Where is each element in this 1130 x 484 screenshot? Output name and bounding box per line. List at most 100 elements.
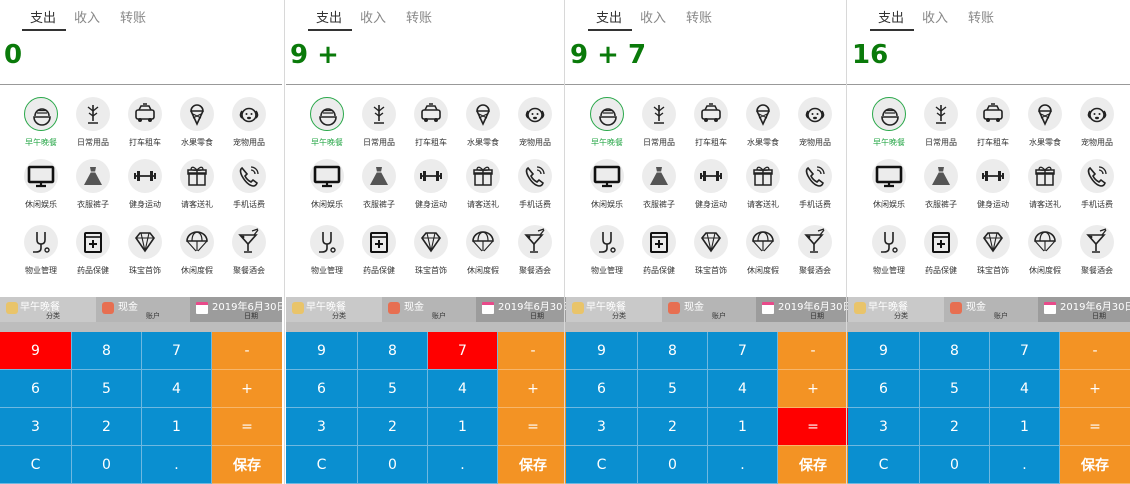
plus-key[interactable]: + xyxy=(498,370,568,408)
tab-expense[interactable]: 支出 xyxy=(30,11,57,26)
digit-1-key[interactable]: 1 xyxy=(428,408,498,446)
digit-1-key[interactable]: 1 xyxy=(708,408,778,446)
category-plant[interactable]: 日常用品 xyxy=(634,97,684,157)
category-plug[interactable]: 物业管理 xyxy=(582,225,632,285)
category-parachute[interactable]: 休闲度假 xyxy=(458,225,508,285)
digit-6-key[interactable]: 6 xyxy=(848,370,920,408)
category-monitor[interactable]: 休闲娱乐 xyxy=(302,159,352,219)
digit-6-key[interactable]: 6 xyxy=(0,370,72,408)
category-rice-bowl[interactable]: 早午晚餐 xyxy=(16,97,66,157)
save-key[interactable]: 保存 xyxy=(212,446,282,484)
category-rice-bowl[interactable]: 早午晚餐 xyxy=(302,97,352,157)
category-gift[interactable]: 请客送礼 xyxy=(1020,159,1070,219)
category-monitor[interactable]: 休闲娱乐 xyxy=(16,159,66,219)
digit-9-key[interactable]: 9 xyxy=(0,332,72,370)
digit-5-key[interactable]: 5 xyxy=(638,370,708,408)
category-plug[interactable]: 物业管理 xyxy=(302,225,352,285)
tab-transfer[interactable]: 转账 xyxy=(120,11,147,26)
digit-7-key[interactable]: 7 xyxy=(708,332,778,370)
category-dumbbell[interactable]: 健身运动 xyxy=(120,159,170,219)
category-parachute[interactable]: 休闲度假 xyxy=(738,225,788,285)
minus-key[interactable]: - xyxy=(498,332,568,370)
category-plug[interactable]: 物业管理 xyxy=(16,225,66,285)
minus-key[interactable]: - xyxy=(212,332,282,370)
category-rice-bowl[interactable]: 早午晚餐 xyxy=(864,97,914,157)
category-phone[interactable]: 手机话费 xyxy=(1072,159,1122,219)
category-selector[interactable]: 早午晚餐 分类 xyxy=(0,297,96,322)
category-medicine-box[interactable]: 药品保健 xyxy=(916,225,966,285)
digit-2-key[interactable]: 2 xyxy=(72,408,142,446)
digit-2-key[interactable]: 2 xyxy=(358,408,428,446)
category-taxi[interactable]: 打车租车 xyxy=(686,97,736,157)
equals-key[interactable]: = xyxy=(498,408,568,446)
digit-8-key[interactable]: 8 xyxy=(920,332,990,370)
digit-4-key[interactable]: 4 xyxy=(990,370,1060,408)
category-taxi[interactable]: 打车租车 xyxy=(120,97,170,157)
plus-key[interactable]: + xyxy=(778,370,848,408)
category-dog[interactable]: 宠物用品 xyxy=(1072,97,1122,157)
category-parachute[interactable]: 休闲度假 xyxy=(172,225,222,285)
category-diamond[interactable]: 珠宝首饰 xyxy=(968,225,1018,285)
digit-8-key[interactable]: 8 xyxy=(638,332,708,370)
category-diamond[interactable]: 珠宝首饰 xyxy=(406,225,456,285)
save-key[interactable]: 保存 xyxy=(1060,446,1130,484)
account-selector[interactable]: 现金 账户 xyxy=(944,297,1038,322)
digit-9-key[interactable]: 9 xyxy=(848,332,920,370)
category-dumbbell[interactable]: 健身运动 xyxy=(968,159,1018,219)
category-gift[interactable]: 请客送礼 xyxy=(458,159,508,219)
digit-9-key[interactable]: 9 xyxy=(286,332,358,370)
tab-expense[interactable]: 支出 xyxy=(316,11,343,26)
decimal-key[interactable]: . xyxy=(428,446,498,484)
digit-8-key[interactable]: 8 xyxy=(358,332,428,370)
category-dumbbell[interactable]: 健身运动 xyxy=(406,159,456,219)
digit-3-key[interactable]: 3 xyxy=(566,408,638,446)
digit-0-key[interactable]: 0 xyxy=(72,446,142,484)
plus-key[interactable]: + xyxy=(212,370,282,408)
category-ice-cream[interactable]: 水果零食 xyxy=(458,97,508,157)
category-parachute[interactable]: 休闲度假 xyxy=(1020,225,1070,285)
category-cocktail[interactable]: 聚餐酒会 xyxy=(790,225,840,285)
category-phone[interactable]: 手机话费 xyxy=(224,159,274,219)
decimal-key[interactable]: . xyxy=(142,446,212,484)
tab-expense[interactable]: 支出 xyxy=(596,11,623,26)
digit-5-key[interactable]: 5 xyxy=(920,370,990,408)
digit-3-key[interactable]: 3 xyxy=(286,408,358,446)
digit-4-key[interactable]: 4 xyxy=(708,370,778,408)
equals-key[interactable]: = xyxy=(212,408,282,446)
clear-key[interactable]: C xyxy=(286,446,358,484)
tab-income[interactable]: 收入 xyxy=(360,11,387,26)
category-dress[interactable]: 衣服裤子 xyxy=(634,159,684,219)
digit-4-key[interactable]: 4 xyxy=(428,370,498,408)
account-selector[interactable]: 现金 账户 xyxy=(662,297,756,322)
digit-5-key[interactable]: 5 xyxy=(358,370,428,408)
category-rice-bowl[interactable]: 早午晚餐 xyxy=(582,97,632,157)
category-dog[interactable]: 宠物用品 xyxy=(510,97,560,157)
category-ice-cream[interactable]: 水果零食 xyxy=(1020,97,1070,157)
category-medicine-box[interactable]: 药品保健 xyxy=(354,225,404,285)
digit-0-key[interactable]: 0 xyxy=(920,446,990,484)
category-selector[interactable]: 早午晚餐 分类 xyxy=(848,297,944,322)
category-dress[interactable]: 衣服裤子 xyxy=(916,159,966,219)
digit-2-key[interactable]: 2 xyxy=(638,408,708,446)
decimal-key[interactable]: . xyxy=(708,446,778,484)
clear-key[interactable]: C xyxy=(848,446,920,484)
clear-key[interactable]: C xyxy=(566,446,638,484)
digit-6-key[interactable]: 6 xyxy=(566,370,638,408)
account-selector[interactable]: 现金 账户 xyxy=(96,297,190,322)
category-gift[interactable]: 请客送礼 xyxy=(172,159,222,219)
tab-transfer[interactable]: 转账 xyxy=(968,11,995,26)
decimal-key[interactable]: . xyxy=(990,446,1060,484)
account-selector[interactable]: 现金 账户 xyxy=(382,297,476,322)
plus-key[interactable]: + xyxy=(1060,370,1130,408)
category-cocktail[interactable]: 聚餐酒会 xyxy=(1072,225,1122,285)
tab-transfer[interactable]: 转账 xyxy=(406,11,433,26)
date-selector[interactable]: 2019年6月30日 日期 xyxy=(476,297,568,322)
digit-0-key[interactable]: 0 xyxy=(358,446,428,484)
category-monitor[interactable]: 休闲娱乐 xyxy=(864,159,914,219)
category-plant[interactable]: 日常用品 xyxy=(916,97,966,157)
equals-key[interactable]: = xyxy=(778,408,848,446)
category-cocktail[interactable]: 聚餐酒会 xyxy=(224,225,274,285)
digit-3-key[interactable]: 3 xyxy=(848,408,920,446)
category-ice-cream[interactable]: 水果零食 xyxy=(738,97,788,157)
tab-income[interactable]: 收入 xyxy=(74,11,101,26)
